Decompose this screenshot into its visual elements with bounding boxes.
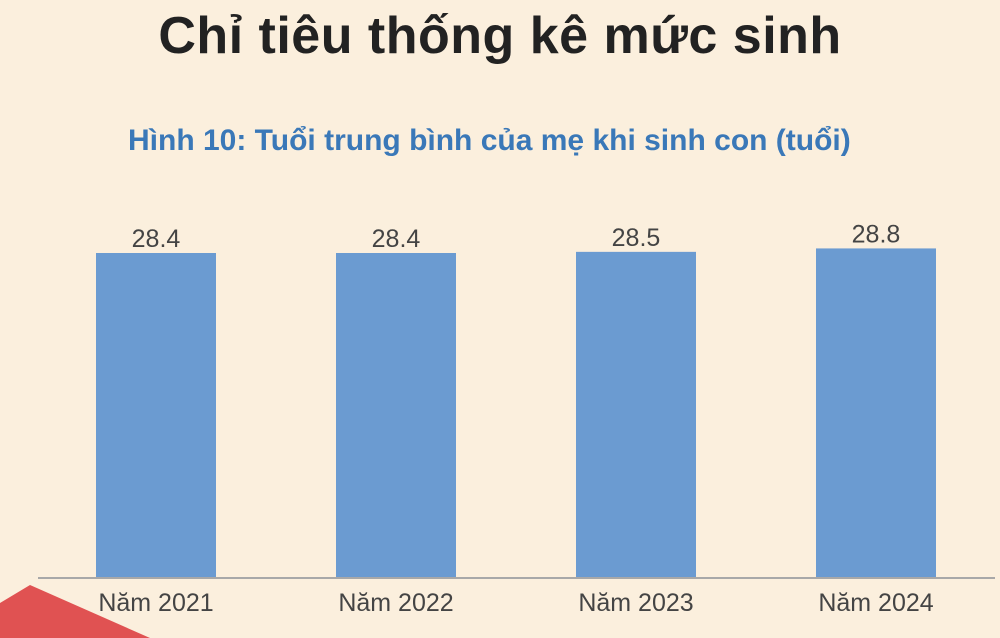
chart-title: Hình 10: Tuổi trung bình của mẹ khi sinh… [128,124,851,157]
data-label-4: 28.8 [852,220,901,248]
x-tick-label-3: Năm 2023 [578,589,693,617]
bar-1 [96,253,216,578]
data-label-2: 28.4 [372,225,421,253]
data-label-3: 28.5 [612,224,661,252]
bar-4 [816,248,936,578]
bar-2 [336,253,456,578]
x-tick-label-4: Năm 2024 [818,589,933,617]
x-tick-label-1: Năm 2021 [98,589,213,617]
x-tick-label-2: Năm 2022 [338,589,453,617]
data-label-1: 28.4 [132,225,181,253]
bar-3 [576,251,696,578]
page-title: Chỉ tiêu thống kê mức sinh [158,7,842,65]
corner-decoration [0,585,150,638]
